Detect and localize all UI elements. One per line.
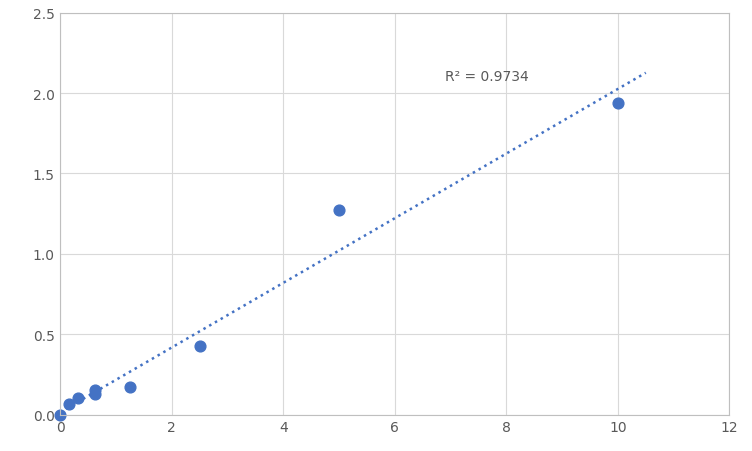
Point <box>63 401 75 408</box>
Point <box>89 391 101 398</box>
Point <box>89 387 101 394</box>
Point <box>612 101 624 108</box>
Point <box>124 383 136 391</box>
Point <box>333 207 345 215</box>
Point <box>193 343 205 350</box>
Point <box>54 411 66 418</box>
Text: R² = 0.9734: R² = 0.9734 <box>445 70 529 84</box>
Point <box>71 395 83 402</box>
